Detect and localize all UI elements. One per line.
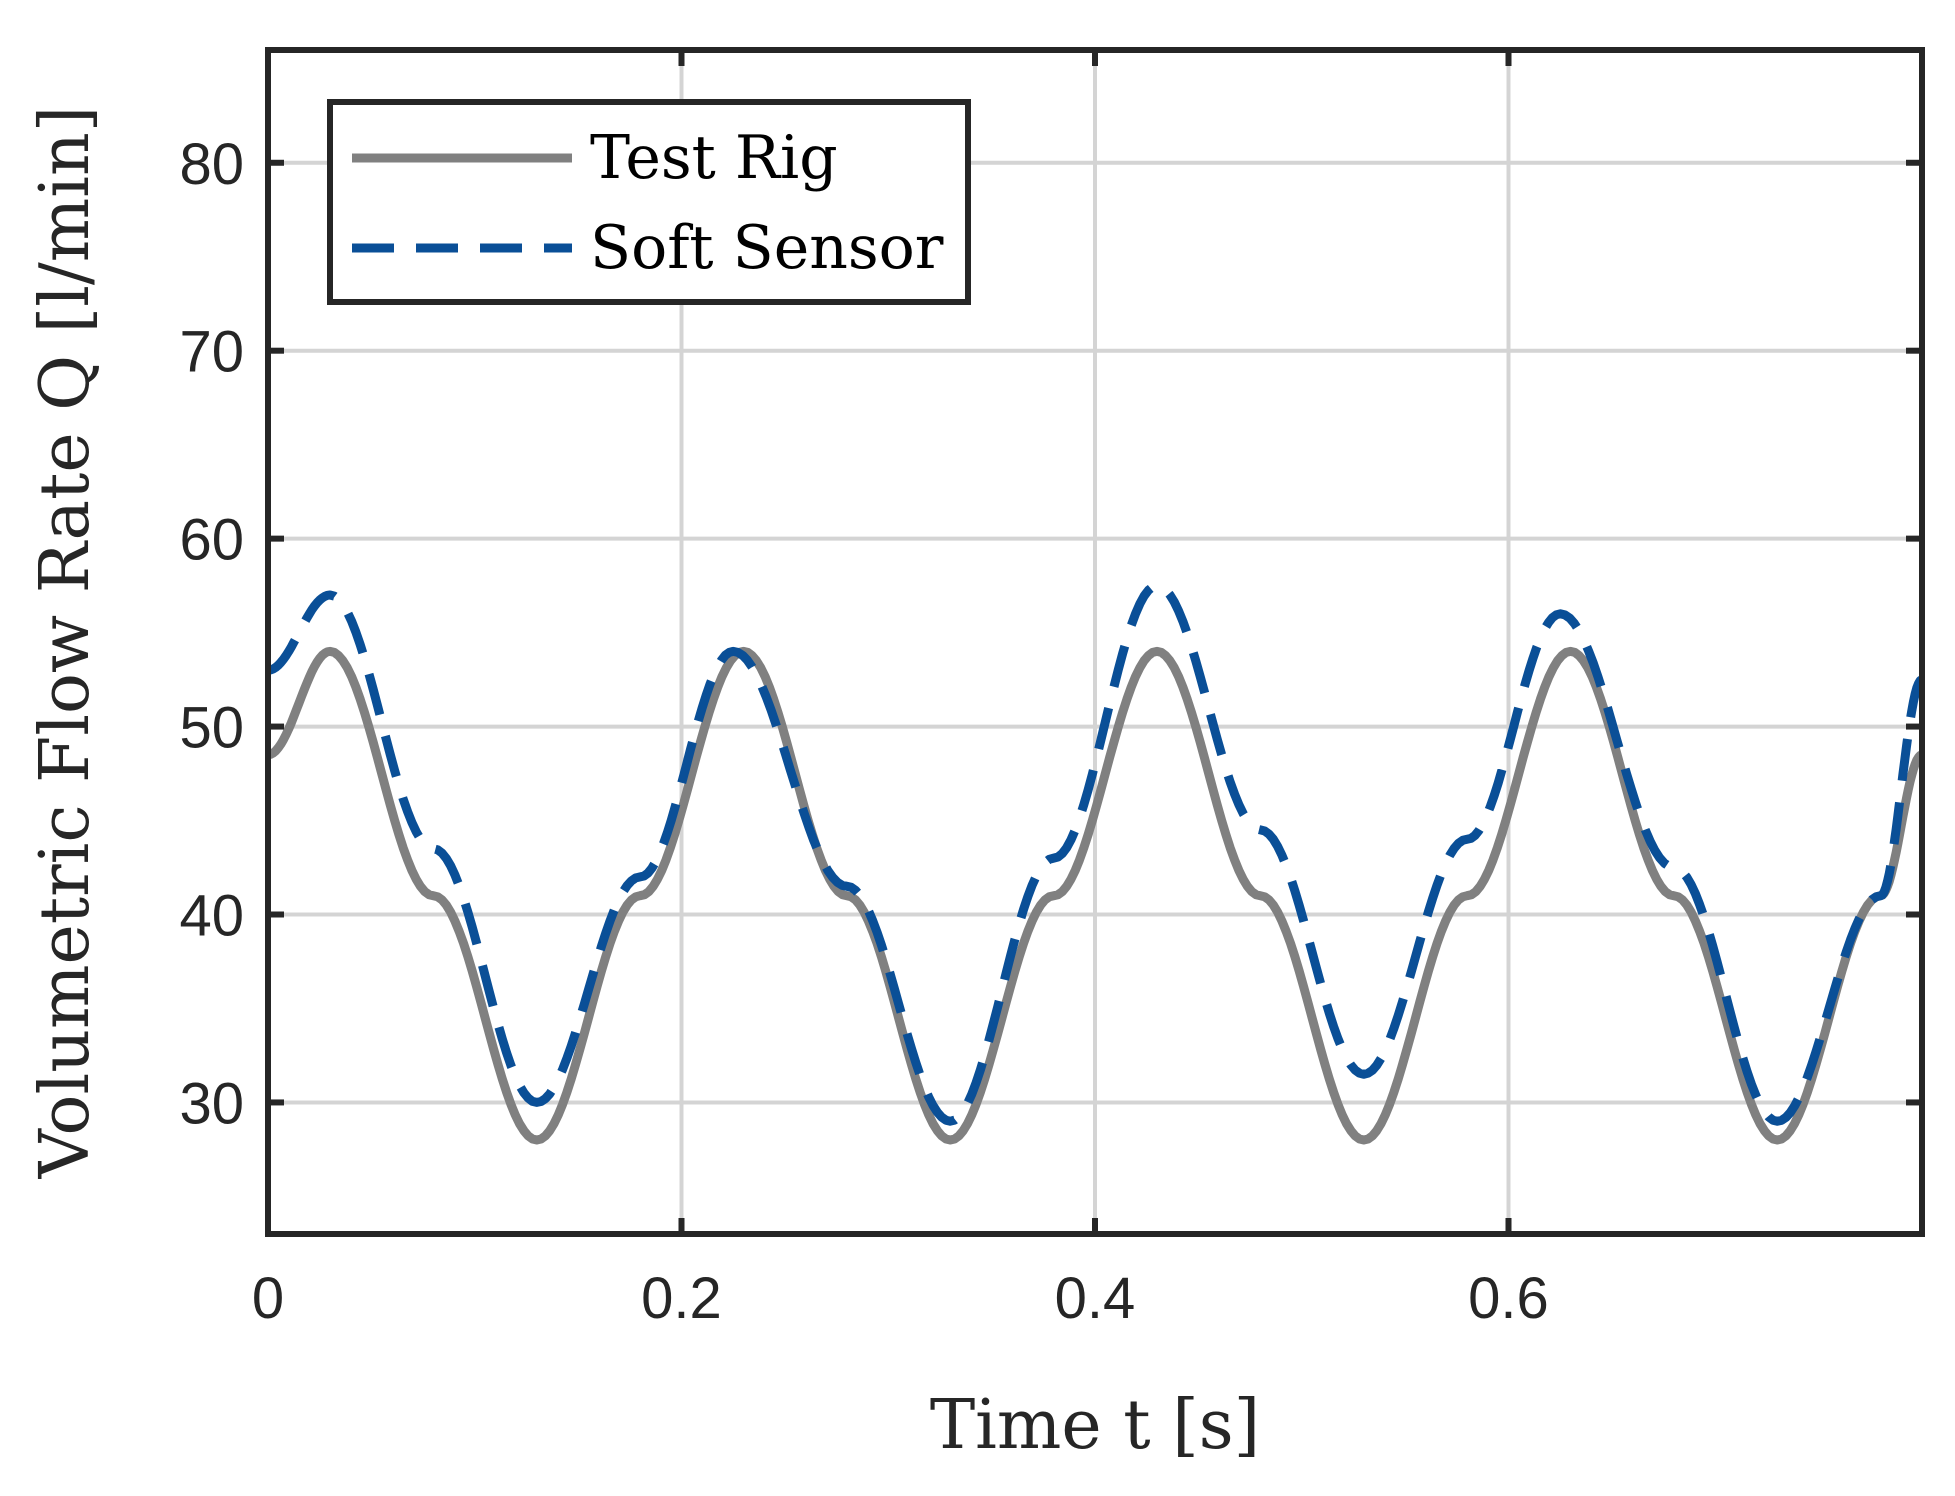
series-line-soft-sensor <box>266 581 1925 1126</box>
y-tick-label: 50 <box>179 696 244 761</box>
grid <box>268 50 1922 1234</box>
x-tick-label: 0.6 <box>1468 1266 1549 1331</box>
series-group <box>266 581 1925 1145</box>
ticks <box>265 50 1922 1234</box>
y-tick-label: 60 <box>179 508 244 573</box>
y-tick-label: 30 <box>179 1071 244 1136</box>
x-tick-label: 0.4 <box>1055 1266 1136 1331</box>
legend-label-test-rig: Test Rig <box>590 123 838 193</box>
legend-box <box>327 99 971 305</box>
y-tick-label: 40 <box>179 884 244 949</box>
x-tick-label: 0 <box>252 1266 284 1331</box>
x-tick-label: 0.2 <box>641 1266 722 1331</box>
y-tick-label: 70 <box>179 320 244 385</box>
y-tick-label: 80 <box>179 132 244 197</box>
series-line-test-rig <box>266 646 1925 1145</box>
legend-label-soft-sensor: Soft Sensor <box>590 213 944 283</box>
legend: Test Rig Soft Sensor <box>327 99 971 305</box>
y-axis-title: Volumetric Flow Rate Q [l/min] <box>26 106 105 1180</box>
x-axis-title: Time t [s] <box>930 1386 1260 1465</box>
tick-labels: 0 0.2 0.4 0.6 30 40 50 60 70 80 <box>179 132 1548 1331</box>
